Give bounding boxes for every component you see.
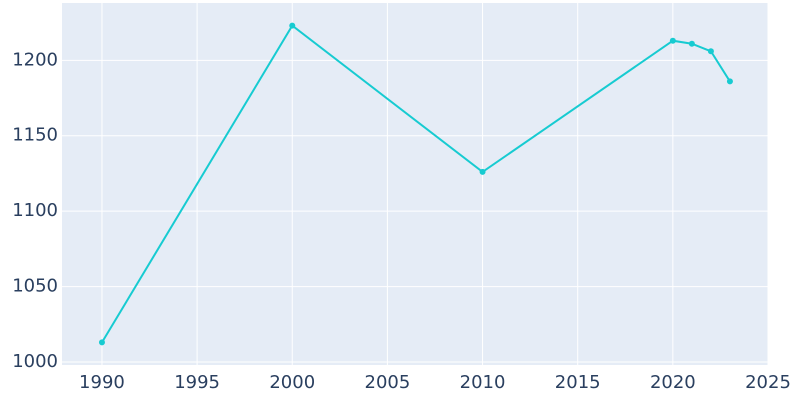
y-tick-label: 1050 [12,276,58,297]
y-tick-label: 1100 [12,200,58,221]
x-tick-label: 2020 [650,372,696,393]
x-tick-label: 2015 [555,372,601,393]
plot-area [62,3,768,365]
x-tick-label: 2010 [460,372,506,393]
y-tick-label: 1000 [12,351,58,372]
y-tick-label: 1150 [12,125,58,146]
x-tick-label: 1995 [174,372,220,393]
point [98,339,105,346]
point [479,168,486,175]
x-tick-label: 2000 [269,372,315,393]
y-tick-label: 1200 [12,49,58,70]
point [726,78,733,85]
point [707,48,714,55]
x-tick-label: 2025 [745,372,791,393]
point [688,40,695,47]
x-tick-label: 2005 [365,372,411,393]
x-tick-label: 1990 [79,372,125,393]
point [669,37,676,44]
point [289,22,296,29]
